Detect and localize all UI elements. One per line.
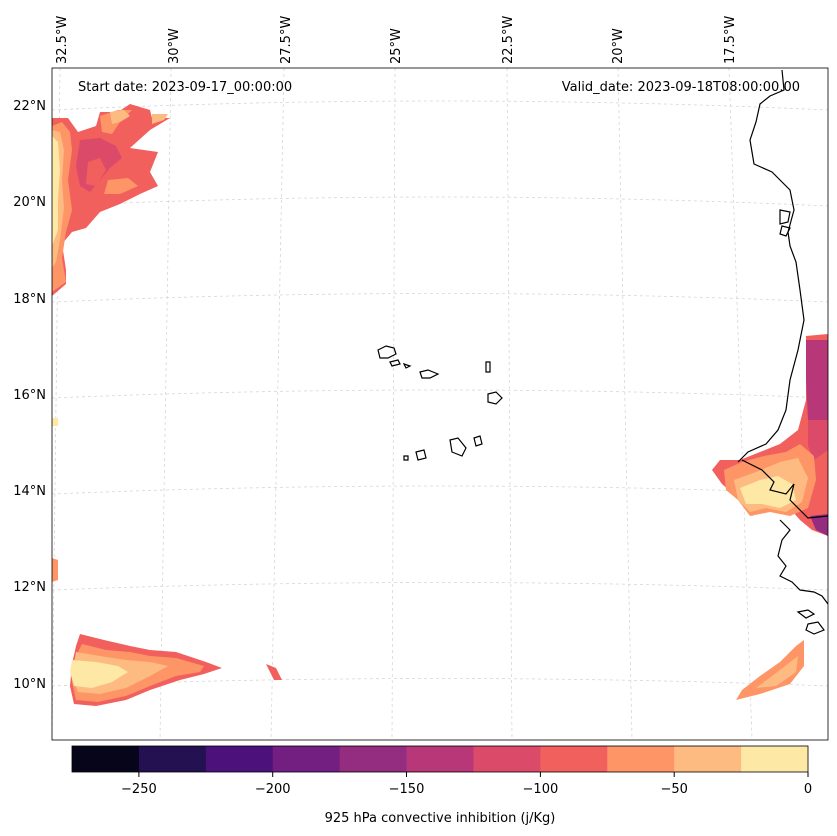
parallel-line bbox=[52, 485, 828, 495]
cape-verde-islands bbox=[377, 345, 503, 461]
lat-label: 12°N bbox=[13, 580, 46, 595]
meridian-line bbox=[617, 68, 633, 740]
bijagos-island bbox=[805, 621, 825, 635]
lon-label: 27.5°W bbox=[279, 16, 294, 64]
colorbar-swatch bbox=[741, 746, 809, 772]
meridian-line bbox=[270, 68, 285, 740]
lon-label: 22.5°W bbox=[501, 16, 516, 64]
colorbar-swatch bbox=[339, 746, 407, 772]
lon-label: 30°W bbox=[167, 28, 182, 64]
colorbar-swatch bbox=[205, 746, 274, 772]
map-border bbox=[51, 67, 829, 741]
meridian-line bbox=[728, 68, 753, 740]
map-area bbox=[52, 68, 828, 740]
colorbar-tick-label: −100 bbox=[523, 782, 559, 797]
guinea-coast bbox=[777, 519, 828, 605]
colorbar-ticks: −250 −200 −150 −100 −50 0 bbox=[121, 772, 812, 797]
colorbar-swatch bbox=[72, 746, 140, 772]
longitude-labels: 32.5°W 30°W 27.5°W 25°W 22.5°W 20°W 17.5… bbox=[55, 16, 738, 64]
meridian-line bbox=[52, 68, 61, 740]
colorbar-swatch bbox=[674, 746, 742, 772]
colorbar-swatch bbox=[272, 746, 341, 772]
sao-vicente-island bbox=[389, 359, 401, 367]
brava-island bbox=[403, 455, 409, 461]
cin-patch-southwest bbox=[70, 634, 282, 706]
colorbar-tick-label: −50 bbox=[660, 782, 687, 797]
senegal-gambia-coast bbox=[741, 459, 828, 519]
colorbar-border bbox=[71, 745, 809, 773]
colorbar-tick-label: −200 bbox=[255, 782, 291, 797]
colorbar bbox=[72, 746, 809, 772]
graticule bbox=[52, 68, 828, 740]
valid-date-label: Valid_date: 2023-09-18T08:00:00.00 bbox=[562, 80, 800, 95]
parallel-line bbox=[52, 100, 828, 111]
colorbar-tick-label: 0 bbox=[804, 782, 812, 797]
lat-label: 14°N bbox=[13, 484, 46, 499]
lat-label: 16°N bbox=[13, 388, 46, 403]
parallel-line bbox=[52, 196, 828, 207]
lat-label: 10°N bbox=[13, 677, 46, 692]
colorbar-tick-label: −150 bbox=[389, 782, 425, 797]
boa-vista-island bbox=[487, 391, 503, 405]
lon-label: 32.5°W bbox=[55, 16, 70, 64]
bijagos-island bbox=[796, 609, 816, 619]
cin-patch-northwest bbox=[52, 104, 170, 582]
lon-label: 20°W bbox=[611, 28, 626, 64]
lon-label: 17.5°W bbox=[723, 16, 738, 64]
santiago-island bbox=[449, 437, 467, 457]
sal-island bbox=[485, 361, 491, 373]
maio-island bbox=[473, 435, 483, 447]
santo-antao-island bbox=[377, 345, 397, 359]
fogo-island bbox=[415, 449, 427, 461]
parallel-line bbox=[52, 293, 828, 303]
meridian-line bbox=[391, 68, 396, 740]
sao-nicolau-island bbox=[419, 369, 440, 379]
colorbar-label: 925 hPa convective inhibition (j/Kg) bbox=[325, 811, 556, 826]
lat-label: 20°N bbox=[13, 195, 46, 210]
colorbar-tick-label: −250 bbox=[121, 782, 157, 797]
parallel-line bbox=[52, 582, 828, 591]
meridian-line bbox=[506, 68, 513, 740]
colorbar-swatch bbox=[540, 746, 608, 772]
lon-label: 25°W bbox=[389, 28, 404, 64]
start-date-label: Start date: 2023-09-17_00:00:00 bbox=[78, 80, 292, 95]
colorbar-swatch bbox=[406, 746, 474, 772]
colorbar-swatch bbox=[138, 746, 207, 772]
meridian-line bbox=[159, 68, 172, 740]
lat-label: 22°N bbox=[13, 99, 46, 114]
cin-patch-east bbox=[712, 334, 828, 700]
coastal-island bbox=[779, 209, 791, 225]
santa-luzia-island bbox=[402, 362, 412, 369]
coastal-island bbox=[779, 225, 791, 237]
coastline bbox=[737, 69, 828, 635]
lat-label: 18°N bbox=[13, 292, 46, 307]
colorbar-swatch bbox=[607, 746, 675, 772]
parallel-line bbox=[52, 389, 828, 399]
latitude-labels: 22°N 20°N 18°N 16°N 14°N 12°N 10°N bbox=[13, 99, 46, 692]
colorbar-swatch bbox=[473, 746, 541, 772]
